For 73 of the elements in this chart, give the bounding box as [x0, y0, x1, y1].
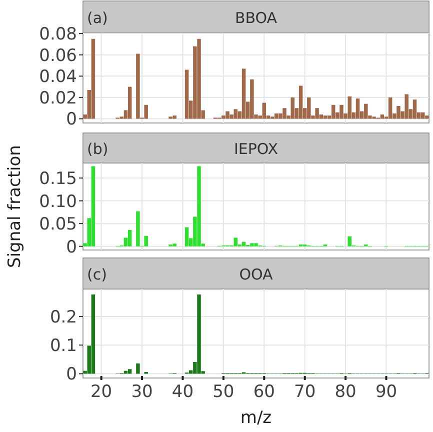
x-axis-title: m/z — [240, 408, 272, 428]
bar — [234, 109, 238, 119]
bar — [128, 369, 132, 374]
y-tick-label: 0.05 — [39, 214, 77, 235]
bar — [128, 230, 132, 246]
x-tick-label: 30 — [131, 382, 153, 402]
bar — [412, 100, 417, 119]
bar — [197, 38, 201, 119]
bar — [172, 116, 176, 119]
x-tick-label: 60 — [253, 382, 275, 402]
bar — [144, 236, 148, 246]
bar — [91, 166, 96, 246]
bar — [262, 102, 266, 119]
y-tick-label: 0.10 — [39, 192, 77, 212]
y-tick-label: 0.02 — [39, 88, 77, 108]
y-tick-label: 0.15 — [39, 168, 77, 189]
y-tick-label: 0 — [66, 364, 77, 385]
bar — [404, 94, 408, 119]
bar — [128, 86, 132, 119]
text: (a) — [87, 9, 108, 27]
bar — [348, 236, 352, 246]
bar — [184, 70, 189, 119]
bar — [364, 104, 368, 119]
bar — [421, 112, 425, 119]
bar — [234, 238, 238, 246]
bar — [282, 108, 286, 119]
x-tick-label: 90 — [375, 382, 398, 402]
x-tick-label: 40 — [172, 382, 194, 402]
bar — [242, 242, 246, 246]
x-tick-label: 80 — [334, 382, 356, 402]
y-tick-label: 0.04 — [39, 67, 77, 88]
bar — [340, 104, 344, 119]
bar — [184, 227, 189, 246]
y-axis-title: Signal fraction — [5, 145, 25, 268]
bar — [290, 97, 295, 119]
bar — [197, 166, 201, 246]
bar — [136, 211, 140, 246]
y-tick-label: 0 — [66, 237, 77, 258]
bar — [356, 98, 360, 119]
text: (c) — [87, 266, 107, 284]
bar — [136, 54, 140, 119]
bar — [222, 116, 226, 119]
y-tick-label: 0.2 — [50, 307, 77, 328]
chart-title: IEPOX — [234, 140, 278, 158]
bar — [250, 79, 254, 119]
bar — [226, 111, 230, 119]
bar — [298, 86, 303, 119]
x-tick-label: 70 — [294, 382, 316, 402]
bar — [348, 96, 352, 119]
bar — [254, 243, 258, 246]
bar — [315, 108, 319, 119]
chart-title: OOA — [239, 266, 274, 284]
bar — [425, 116, 429, 119]
bar — [307, 97, 311, 119]
bar — [136, 363, 140, 374]
bar — [91, 38, 96, 119]
bar — [144, 104, 148, 119]
bar — [242, 68, 246, 119]
bar — [331, 104, 336, 119]
text: (b) — [87, 140, 108, 158]
chart-title: BBOA — [234, 9, 278, 27]
bar — [172, 244, 176, 246]
y-tick-label: 0.1 — [50, 336, 77, 356]
bar — [388, 97, 392, 119]
x-tick-label: 50 — [212, 382, 234, 402]
bar — [197, 294, 201, 374]
y-tick-label: 0.06 — [39, 46, 77, 66]
y-tick-label: 0.08 — [39, 24, 77, 44]
bar — [396, 106, 400, 119]
bar — [250, 243, 254, 246]
x-tick-label: 20 — [90, 382, 112, 402]
bar — [91, 294, 96, 374]
y-tick-label: 0 — [66, 110, 77, 130]
